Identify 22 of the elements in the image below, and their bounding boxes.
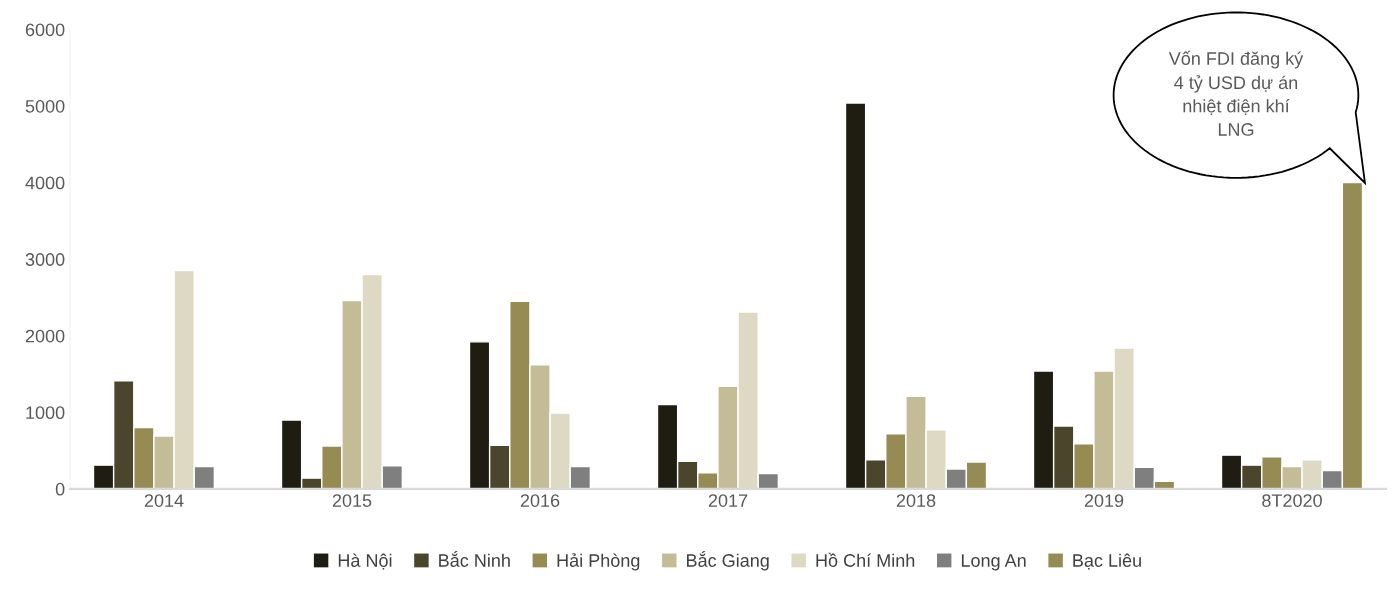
annotation: Vốn FDI đăng ký 4 tỷ USD dự án nhiệt điện khí LNG [1168, 50, 1304, 136]
x-tick-label: 8T2020 [1262, 494, 1322, 507]
x-tick-label: 2015 [332, 494, 372, 507]
legend-label: Bắc Giang [687, 551, 769, 571]
legend-label: Hải Phòng [557, 553, 640, 571]
x-tick-label: 2016 [520, 494, 560, 507]
legend-label: Hồ Chí Minh [816, 552, 915, 567]
legend-label: Long An [961, 554, 1026, 571]
y-tick-label: 5000 [25, 99, 65, 113]
y-tick-label: 0 [55, 482, 65, 496]
y-tick-label: 6000 [25, 23, 65, 37]
y-tick-label: 3000 [25, 253, 65, 266]
y-tick-label: 2000 [25, 329, 65, 343]
legend-label: Bạc Liêu [1073, 553, 1141, 570]
x-tick-label: 2017 [708, 494, 748, 507]
y-tick-label: 1000 [26, 406, 65, 420]
legend-label: Hà Nội [338, 553, 392, 570]
x-tick-label: 2014 [144, 494, 184, 507]
legend-label: Bắc Ninh [439, 551, 510, 567]
x-tick-label: 2019 [1084, 494, 1124, 507]
x-tick-label: 2018 [896, 494, 936, 507]
y-tick-label: 4000 [25, 176, 65, 190]
